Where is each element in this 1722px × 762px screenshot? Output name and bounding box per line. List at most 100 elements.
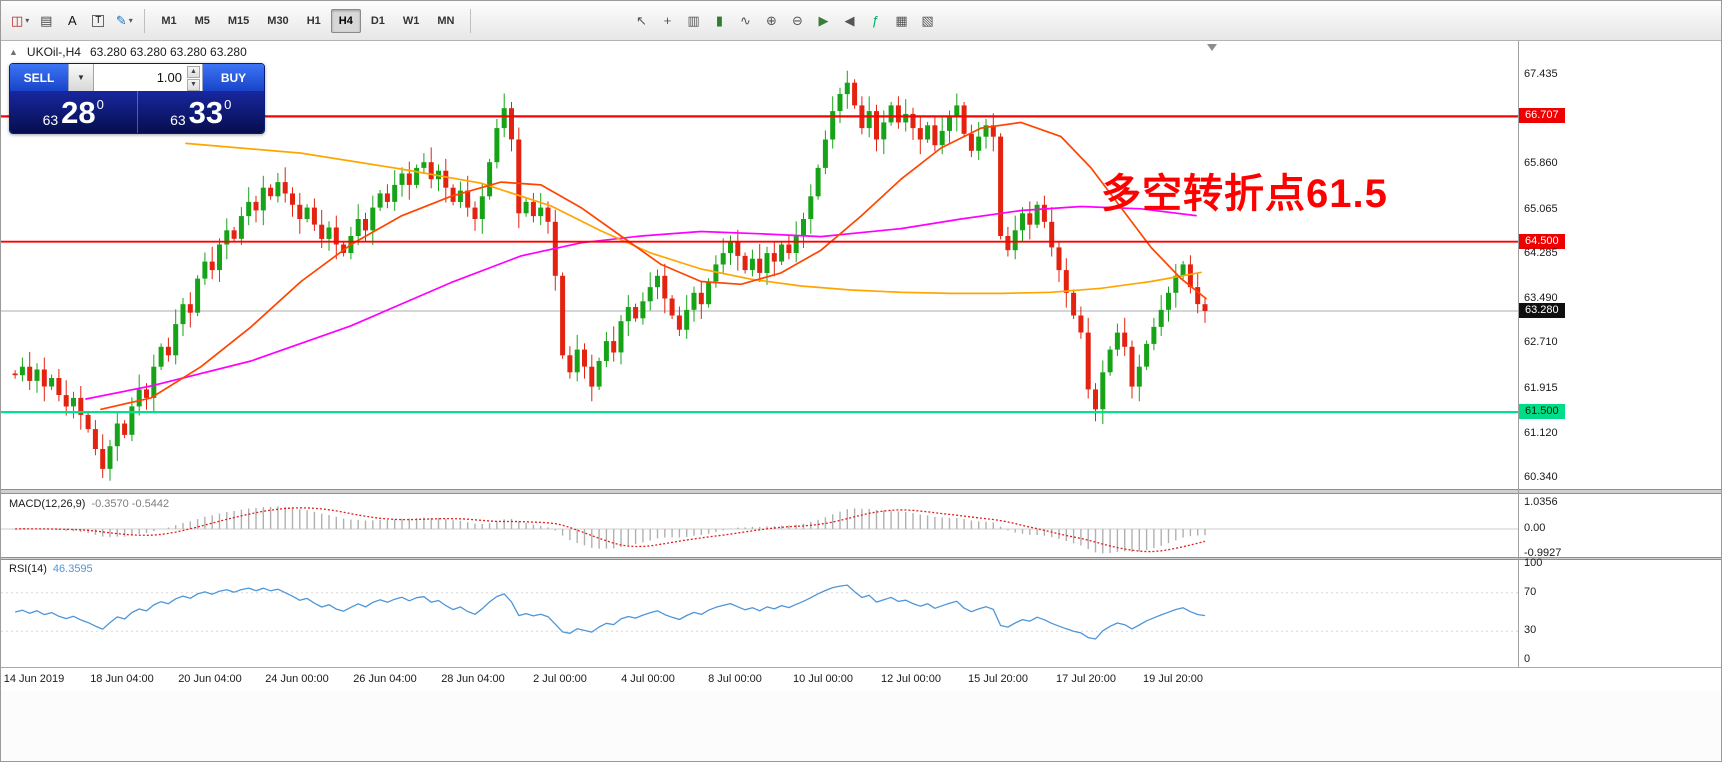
text-label-icon: T (92, 14, 105, 27)
price-axis-label-61.120: 61.120 (1524, 427, 1558, 439)
macd-axis-label-0.00: 0.00 (1524, 522, 1546, 534)
chart-tool-icon-button[interactable]: ◫ ▾ (7, 8, 33, 34)
rsi-axis-label-70: 70 (1524, 586, 1537, 598)
chart-shift-marker-icon[interactable] (1207, 44, 1217, 51)
toolbar-right-icon-group: ↖ + ▥ ▮ ∿ ⊕ ⊖ ▶ ◀ ƒ ▦ ▧ (628, 8, 940, 34)
indicators-icon-button[interactable]: ƒ (862, 8, 888, 34)
price-axis-label-64.285: 64.285 (1524, 247, 1558, 259)
crosshair-icon: + (663, 13, 672, 28)
templates-icon-button[interactable]: ▧ (914, 8, 940, 34)
text-tool-icon: A (67, 13, 77, 28)
line-chart-icon: ∿ (740, 13, 751, 28)
buy-price-big: 33 (188, 95, 224, 130)
price-axis-label-61.500: 61.500 (1519, 404, 1565, 419)
text-label-icon-button[interactable]: T (85, 8, 111, 34)
chart-ohlc-values: 63.280 63.280 63.280 63.280 (89, 45, 247, 59)
bar-chart-icon-button[interactable]: ▥ (680, 8, 706, 34)
rsi-axis-label-30: 30 (1524, 624, 1537, 636)
timeframe-m15-button[interactable]: M15 (227, 14, 250, 27)
text-tool-icon-button[interactable]: A (59, 8, 85, 34)
timeframe-mn-button[interactable]: MN (437, 14, 455, 27)
templates-icon: ▧ (921, 13, 934, 28)
price-axis-label-67.435: 67.435 (1524, 68, 1558, 80)
price-axis-label-63.490: 63.490 (1524, 292, 1558, 304)
one-click-trading-panel: SELL ▼ ▲ ▼ BUY 63 28 0 63 33 0 (9, 63, 265, 134)
time-axis-label: 20 Jun 04:00 (178, 673, 242, 685)
timeframe-m5-button[interactable]: M5 (194, 14, 210, 27)
toolbar-left-icon-group: ◫ ▾ ▤ A T ✎ ▾ (7, 8, 137, 34)
time-axis-label: 12 Jul 00:00 (881, 673, 941, 685)
chart-annotation-text: 多空转折点61.5 (1101, 172, 1388, 216)
time-axis-label: 2 Jul 00:00 (533, 673, 587, 685)
buy-button[interactable]: BUY (203, 64, 264, 91)
price-axis-label-66.707: 66.707 (1519, 108, 1565, 123)
profile-icon-button[interactable]: ▤ (33, 8, 59, 34)
rsi-header: RSI(14) 46.3595 (7, 563, 95, 575)
time-axis-label: 18 Jun 04:00 (90, 673, 154, 685)
tile-windows-icon-button[interactable]: ▦ (888, 8, 914, 34)
timeframe-h4-button[interactable]: H4 (330, 8, 361, 33)
macd-indicator-chart[interactable] (1, 494, 1518, 557)
stepper-down-icon[interactable]: ▼ (187, 79, 200, 91)
candlestick-chart-icon-button[interactable]: ▮ (706, 8, 732, 34)
time-axis-label: 10 Jul 00:00 (793, 673, 853, 685)
rsi-axis-label-100: 100 (1524, 557, 1543, 569)
volume-stepper[interactable]: ▲ ▼ (187, 66, 200, 91)
auto-scroll-icon: ▶ (818, 13, 829, 28)
time-axis-label: 15 Jul 20:00 (968, 673, 1028, 685)
timeframe-h1-button[interactable]: H1 (306, 14, 321, 27)
zoom-out-icon: ⊖ (792, 13, 803, 28)
volume-dropdown-button[interactable]: ▼ (68, 64, 94, 91)
timeframe-w1-button[interactable]: W1 (402, 14, 420, 27)
timeframe-d1-button[interactable]: D1 (370, 14, 385, 27)
tile-windows-icon: ▦ (895, 13, 908, 28)
zoom-in-icon-button[interactable]: ⊕ (758, 8, 784, 34)
price-axis-label-63.280: 63.280 (1519, 303, 1565, 318)
one-click-panel-collapse-icon[interactable]: ▲ (9, 47, 18, 57)
bottom-strip (1, 691, 1721, 761)
line-chart-icon-button[interactable]: ∿ (732, 8, 758, 34)
zoom-out-icon-button[interactable]: ⊖ (784, 8, 810, 34)
rsi-indicator-chart[interactable] (1, 560, 1518, 665)
time-axis-label: 28 Jun 04:00 (441, 673, 505, 685)
panel-splitter[interactable] (1, 489, 1721, 494)
macd-axis-label--0.9927: -0.9927 (1524, 547, 1562, 559)
auto-scroll-icon-button[interactable]: ▶ (810, 8, 836, 34)
timeframe-m30-button[interactable]: M30 (267, 14, 289, 27)
time-axis-label: 24 Jun 00:00 (265, 673, 329, 685)
caret-down-icon: ▾ (128, 16, 133, 25)
chart-symbol-title: UKOil-,H4 (26, 45, 81, 59)
timeframe-button-group: M1 M5 M15 M30 H1 H4 D1 W1 MN (152, 8, 463, 33)
sell-price-sup: 0 (96, 97, 104, 112)
price-axis-label-60.340: 60.340 (1524, 471, 1558, 483)
sell-button[interactable]: SELL (10, 64, 68, 91)
panel-splitter[interactable] (1, 557, 1721, 560)
cursor-icon-button[interactable]: ↖ (628, 8, 654, 34)
timeframe-m1-button[interactable]: M1 (161, 14, 177, 27)
profile-icon: ▤ (40, 13, 53, 28)
time-axis[interactable]: 14 Jun 2019 18 Jun 04:00 20 Jun 04:00 24 Ju… (1, 667, 1721, 691)
buy-price-button[interactable]: 63 33 0 (136, 91, 265, 133)
rsi-value: 46.3595 (52, 563, 93, 575)
time-axis-label: 19 Jul 20:00 (1143, 673, 1203, 685)
crosshair-icon-button[interactable]: + (654, 8, 680, 34)
drawing-tools-icon-button[interactable]: ✎ ▾ (111, 8, 137, 34)
price-axis-border (1518, 41, 1519, 667)
time-axis-label: 4 Jul 00:00 (621, 673, 675, 685)
sell-price-button[interactable]: 63 28 0 (10, 91, 137, 133)
volume-input[interactable] (94, 64, 202, 91)
rsi-axis-label-0: 0 (1524, 653, 1531, 665)
indicators-icon: ƒ (871, 13, 880, 28)
stepper-up-icon[interactable]: ▲ (187, 66, 200, 78)
toolbar-separator (144, 8, 146, 33)
rsi-label: RSI(14) (9, 563, 47, 575)
time-axis-label: 26 Jun 04:00 (353, 673, 417, 685)
price-axis[interactable]: 67.435 66.707 65.860 65.065 64.500 64.285 63.4… (1519, 1, 1721, 667)
chart-shift-icon-button[interactable]: ◀ (836, 8, 862, 34)
macd-label: MACD(12,26,9) (9, 498, 86, 510)
cursor-icon: ↖ (636, 13, 647, 28)
price-axis-label-62.710: 62.710 (1524, 336, 1558, 348)
macd-values: -0.3570 -0.5442 (91, 498, 170, 510)
caret-down-icon: ▾ (25, 16, 30, 25)
time-axis-label: 14 Jun 2019 (3, 673, 65, 685)
